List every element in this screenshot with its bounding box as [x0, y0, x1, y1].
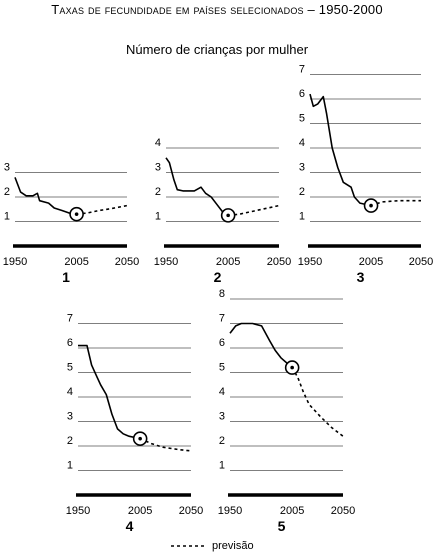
forecast-line: [76, 204, 128, 215]
y-tick-label: 5: [219, 362, 225, 374]
y-tick-label: 7: [299, 64, 305, 76]
x-tick-label: 2005: [216, 256, 240, 268]
y-tick-label: 4: [219, 386, 225, 398]
historical-line: [14, 177, 77, 215]
y-tick-label: 8: [219, 288, 225, 300]
y-tick-label: 1: [219, 460, 225, 472]
y-tick-label: 1: [155, 211, 161, 223]
present-marker-dot: [369, 203, 373, 208]
chart-panel-3: 1 2 3 4 5 6 7 1950 2005 2050 3: [298, 64, 433, 286]
x-tick-label: 2005: [359, 256, 383, 268]
y-tick-label: 2: [67, 435, 73, 447]
legend: previsão: [170, 540, 254, 552]
historical-line: [229, 322, 293, 369]
y-tick-label: 4: [299, 137, 305, 149]
x-tick-label: 2050: [179, 505, 203, 517]
y-tick-label: 3: [4, 162, 10, 174]
x-tick-label: 1950: [66, 505, 90, 517]
forecast-line: [370, 199, 421, 207]
page-title-main: Taxas de fecundidade em países seleciona…: [51, 2, 304, 17]
y-tick-label: 6: [67, 337, 73, 349]
chart-number-label: 1: [62, 269, 70, 285]
page-title-years: – 1950-2000: [307, 2, 383, 17]
y-tick-label: 3: [219, 411, 225, 423]
historical-line: [78, 344, 141, 440]
x-tick-label: 2050: [409, 256, 433, 268]
present-marker-dot: [74, 212, 79, 216]
y-tick-label: 3: [299, 162, 305, 174]
y-tick-label: 2: [155, 186, 161, 198]
chart-number-label: 4: [126, 518, 134, 534]
x-tick-label: 2050: [267, 256, 291, 268]
x-tick-label: 2005: [280, 505, 304, 517]
chart-panel-2: 1 2 3 4 1950 2005 2050 2: [154, 137, 291, 285]
y-tick-label: 4: [67, 386, 73, 398]
present-marker-dot: [290, 365, 294, 370]
forecast-line: [228, 204, 280, 217]
y-tick-label: 3: [155, 162, 161, 174]
page-title: Taxas de fecundidade em países seleciona…: [0, 2, 434, 17]
legend-dashed-line: [171, 545, 207, 547]
present-marker-dot: [226, 213, 230, 218]
page-subtitle: Número de crianças por mulher: [125, 42, 309, 57]
forecast-line: [291, 367, 344, 437]
y-tick-label: 5: [299, 113, 305, 125]
y-tick-label: 1: [299, 211, 305, 223]
x-tick-label: 1950: [298, 256, 322, 268]
historical-line: [165, 157, 229, 217]
x-tick-label: 2005: [64, 256, 88, 268]
historical-line: [309, 93, 372, 207]
chart-number-label: 2: [214, 269, 222, 285]
y-tick-label: 6: [299, 88, 305, 100]
y-tick-label: 2: [299, 186, 305, 198]
x-tick-label: 1950: [218, 505, 242, 517]
y-tick-label: 1: [67, 460, 73, 472]
legend-forecast-label: previsão: [212, 540, 254, 552]
y-tick-label: 3: [67, 411, 73, 423]
x-tick-label: 2050: [115, 256, 139, 268]
y-tick-label: 6: [219, 337, 225, 349]
chart-panel-5: 1 2 3 4 5 6 7 8 1950 2005 2050 5: [218, 288, 355, 534]
y-tick-label: 2: [219, 435, 225, 447]
forecast-line: [139, 437, 192, 452]
x-tick-label: 1950: [154, 256, 178, 268]
y-tick-label: 1: [4, 211, 10, 223]
y-tick-label: 7: [219, 313, 225, 325]
chart-panel-4: 1 2 3 4 5 6 7 1950 2005 2050 4: [66, 313, 203, 535]
y-tick-label: 2: [4, 186, 10, 198]
x-tick-label: 2050: [331, 505, 355, 517]
chart-number-label: 3: [357, 269, 365, 285]
present-marker-dot: [138, 436, 142, 441]
y-tick-label: 7: [67, 313, 73, 325]
y-tick-label: 4: [155, 137, 161, 149]
chart-number-label: 5: [278, 518, 286, 534]
chart-panel-1: 1 2 3 1950 2005 2050 1: [3, 162, 139, 286]
x-tick-label: 2005: [128, 505, 152, 517]
x-tick-label: 1950: [3, 256, 27, 268]
y-tick-label: 5: [67, 362, 73, 374]
